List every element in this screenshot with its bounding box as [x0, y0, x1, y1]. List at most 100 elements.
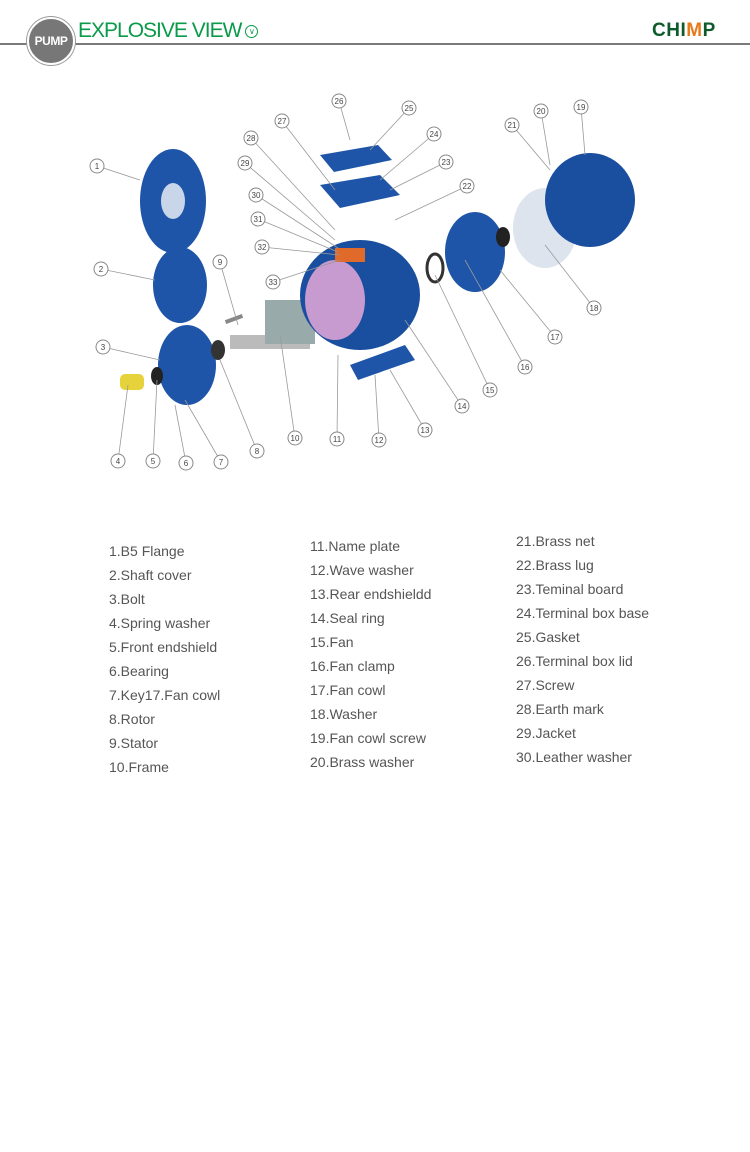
callout-number: 25 [405, 104, 414, 113]
part-item: 8.Rotor [109, 711, 155, 727]
leader-line [102, 346, 161, 361]
callout-number: 5 [151, 457, 156, 466]
callout-circle [212, 254, 228, 270]
callout-circle [482, 382, 498, 398]
callout-circle [459, 178, 475, 194]
front-endshield-part [158, 325, 216, 405]
callout-number: 18 [590, 304, 599, 313]
chevron-down-circle-icon[interactable]: ∨ [245, 24, 259, 38]
callout-number: 28 [247, 134, 256, 143]
part-item: 12.Wave washer [310, 562, 414, 578]
part-item: 22.Brass lug [516, 557, 594, 573]
callout-number: 11 [333, 435, 342, 444]
part-item: 9.Stator [109, 735, 159, 751]
part-item: 25.Gasket [516, 629, 580, 645]
header-divider [0, 43, 750, 45]
terminal-board-part [335, 248, 365, 262]
part-item: 24.Terminal box base [516, 605, 650, 621]
pump-badge: PUMP [27, 17, 75, 65]
leader-line [244, 162, 336, 241]
callout-circle [517, 359, 533, 375]
callout-circle [178, 455, 194, 471]
callout-number: 32 [258, 243, 267, 252]
callout-number: 33 [269, 278, 278, 287]
part-item: 27.Screw [516, 677, 575, 693]
parts-list-col2: 11.Name plate 12.Wave washer 13.Rear end… [310, 534, 431, 774]
callout-number: 12 [375, 436, 384, 445]
parts-list-col1: 1.B5 Flange 2.Shaft cover 3.Bolt 4.Sprin… [109, 539, 220, 779]
leader-line [174, 404, 187, 464]
callout-circle [547, 329, 563, 345]
callout-circle [329, 431, 345, 447]
part-item: 19.Fan cowl screw [310, 730, 426, 746]
part-item: 18.Washer [310, 706, 378, 722]
part-item: 28.Earth mark [516, 701, 604, 717]
callout-number: 29 [241, 159, 250, 168]
callout-number: 17 [551, 333, 560, 342]
callout-number: 31 [254, 215, 263, 224]
callout-number: 3 [101, 343, 106, 352]
callout-number: 10 [291, 434, 300, 443]
callout-number: 15 [486, 386, 495, 395]
part-item: 20.Brass washer [310, 754, 415, 770]
leader-line [219, 359, 258, 452]
callout-number: 23 [442, 158, 451, 167]
part-item: 5.Front endshield [109, 639, 218, 655]
callout-number: 21 [508, 121, 517, 130]
callout-number: 7 [219, 458, 224, 467]
leader-line [184, 399, 222, 463]
callout-number: 6 [184, 459, 189, 468]
callout-circle [573, 99, 589, 115]
part-item: 1.B5 Flange [109, 543, 185, 559]
part-item: 26.Terminal box lid [516, 653, 633, 669]
callout-number: 4 [116, 457, 121, 466]
callout-circle [586, 300, 602, 316]
leader-line [152, 379, 158, 462]
leader-line [117, 384, 129, 462]
part-item: 16.Fan clamp [310, 658, 395, 674]
part-item: 30.Leather washer [516, 749, 632, 765]
part-item: 15.Fan [310, 634, 354, 650]
part-item: 11.Name plate [310, 538, 401, 554]
fan-cowl-cover-part [545, 153, 635, 247]
fan-cowl-part [445, 212, 505, 292]
key-part [120, 374, 144, 390]
callout-circle [274, 113, 290, 129]
shaft-cover-part [153, 247, 207, 323]
callout-circle [371, 432, 387, 448]
leader-line [394, 185, 468, 221]
leader-line [257, 218, 339, 253]
leader-line [255, 194, 339, 249]
leader-line [540, 110, 551, 166]
leader-line [580, 106, 586, 156]
callout-circle [213, 454, 229, 470]
part-item: 2.Shaft cover [109, 567, 192, 583]
part-item: 21.Brass net [516, 533, 595, 549]
leader-line [250, 137, 336, 231]
callout-number: 24 [430, 130, 439, 139]
part-item: 14.Seal ring [310, 610, 385, 626]
part-item: 3.Bolt [109, 591, 145, 607]
leader-line [404, 319, 463, 407]
leader-line [499, 269, 556, 338]
callout-circle [249, 443, 265, 459]
callout-number: 26 [335, 97, 344, 106]
callout-circle [417, 422, 433, 438]
leader-line [389, 369, 426, 431]
leader-line [219, 261, 239, 326]
part-item: 13.Rear endshieldd [310, 586, 432, 602]
callout-circle [426, 126, 442, 142]
callout-circle [504, 117, 520, 133]
callout-number: 1 [95, 162, 100, 171]
callout-number: 30 [252, 191, 261, 200]
leader-line [389, 161, 447, 191]
callout-circle [331, 93, 347, 109]
leader-line [336, 354, 339, 440]
page-title: EXPLOSIVE VIEW ∨ [78, 19, 259, 43]
callout-circle [533, 103, 549, 119]
part-item: 10.Frame [109, 759, 169, 775]
callout-circle [248, 187, 264, 203]
callout-circle [401, 100, 417, 116]
